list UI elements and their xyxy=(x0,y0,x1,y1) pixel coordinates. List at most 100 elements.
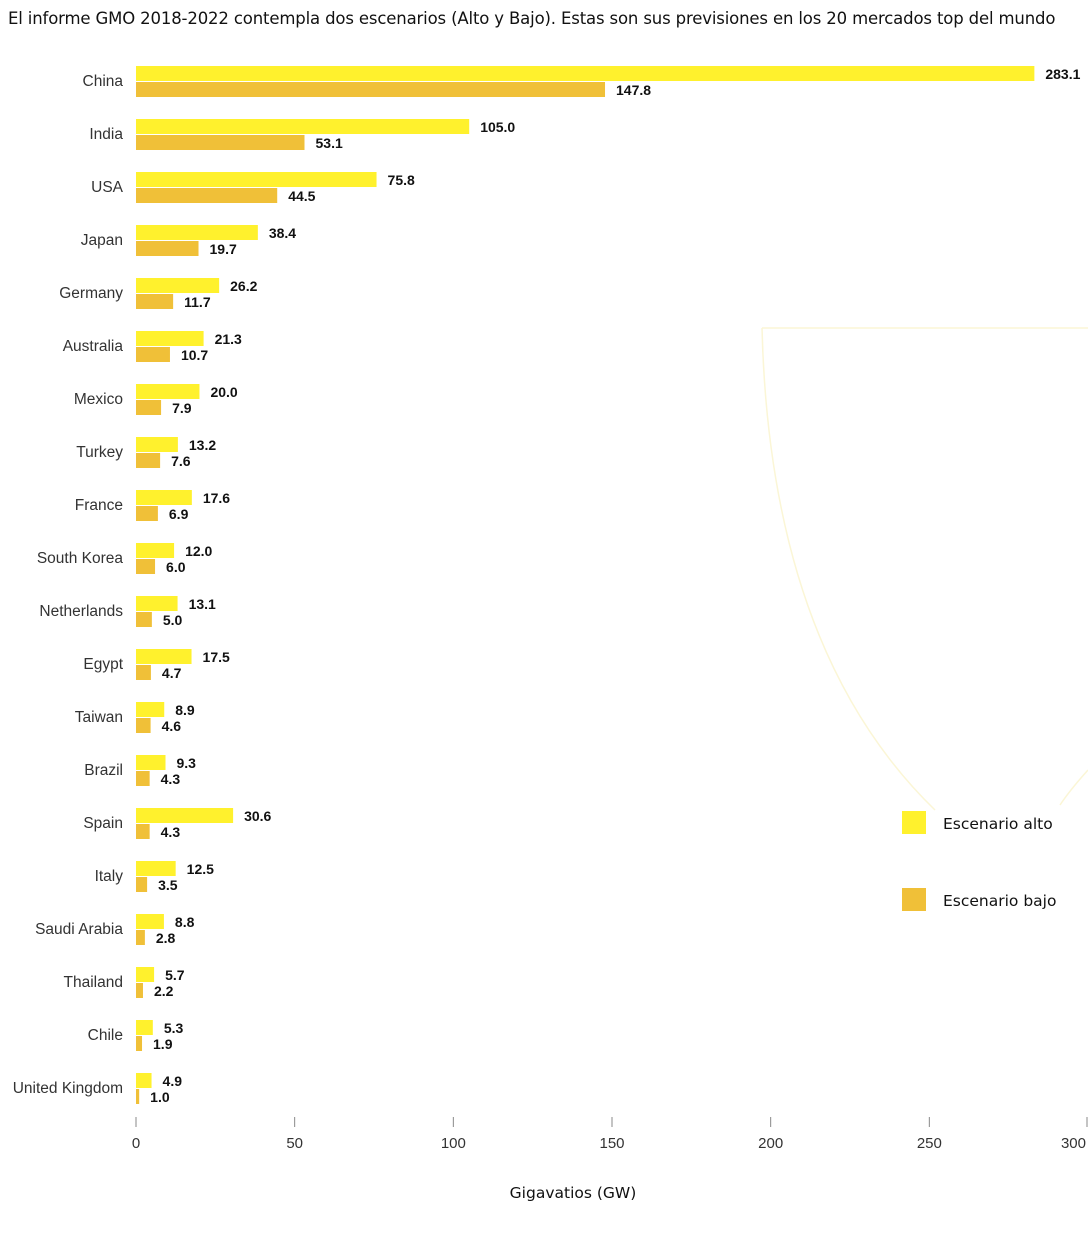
x-axis: 0 50 100 150 200 250 300 xyxy=(132,1117,1088,1152)
data-label: 75.8 xyxy=(388,172,415,188)
legend: Escenario alto Escenario bajo xyxy=(902,811,1056,911)
bar-escenario-bajo xyxy=(136,241,199,256)
x-tick-label: 0 xyxy=(132,1135,140,1152)
bar-escenario-alto xyxy=(136,861,176,876)
bar-escenario-bajo xyxy=(136,771,150,786)
data-label: 38.4 xyxy=(269,225,296,241)
bar-escenario-alto xyxy=(136,384,200,399)
bar-escenario-alto xyxy=(136,702,165,717)
category-label: Taiwan xyxy=(75,709,123,726)
bar-escenario-bajo xyxy=(136,400,162,415)
data-label: 1.9 xyxy=(153,1036,173,1052)
bar-escenario-bajo xyxy=(136,559,156,574)
category-label: Netherlands xyxy=(39,603,123,620)
bar-escenario-bajo xyxy=(136,347,170,362)
bar-escenario-bajo xyxy=(136,612,152,627)
data-label: 21.3 xyxy=(215,331,242,347)
bar-escenario-bajo xyxy=(136,188,278,203)
category-label: Brazil xyxy=(84,762,123,779)
bar-escenario-bajo xyxy=(136,135,305,150)
bar-escenario-alto xyxy=(136,967,155,982)
data-label: 283.1 xyxy=(1045,66,1080,82)
bars-layer: China 283.1 147.8 India 105.0 53.1 USA 75.8 44.5… xyxy=(13,66,1081,1105)
category-label: Egypt xyxy=(83,656,123,673)
x-tick-label: 50 xyxy=(286,1135,303,1152)
data-label: 10.7 xyxy=(181,347,208,363)
data-label: 8.9 xyxy=(175,702,195,718)
bar-escenario-bajo xyxy=(136,665,151,680)
data-label: 4.6 xyxy=(162,718,182,734)
bar-escenario-alto xyxy=(136,649,192,664)
data-label: 19.7 xyxy=(210,241,237,257)
data-label: 17.6 xyxy=(203,490,230,506)
bar-escenario-alto xyxy=(136,596,178,611)
category-label: China xyxy=(83,73,124,90)
bar-escenario-bajo xyxy=(136,1089,140,1104)
category-label: Thailand xyxy=(64,974,123,991)
category-label: Italy xyxy=(95,868,124,885)
data-label: 2.2 xyxy=(154,983,174,999)
data-label: 44.5 xyxy=(288,188,315,204)
data-label: 3.5 xyxy=(158,877,178,893)
bar-escenario-alto xyxy=(136,119,470,134)
category-label: Germany xyxy=(59,285,123,302)
data-label: 1.0 xyxy=(150,1089,170,1105)
bar-escenario-bajo xyxy=(136,1036,143,1051)
data-label: 4.3 xyxy=(161,771,181,787)
category-label: South Korea xyxy=(37,550,124,567)
category-label: Spain xyxy=(83,815,123,832)
bar-escenario-bajo xyxy=(136,453,161,468)
bar-escenario-bajo xyxy=(136,82,606,97)
category-label: Japan xyxy=(81,232,123,249)
category-label: Australia xyxy=(63,338,124,355)
chart-title: El informe GMO 2018-2022 contempla dos e… xyxy=(8,9,1056,28)
bar-escenario-alto xyxy=(136,543,175,558)
bar-escenario-alto xyxy=(136,755,166,770)
bar-escenario-bajo xyxy=(136,877,148,892)
category-label: United Kingdom xyxy=(13,1080,123,1097)
data-label: 8.8 xyxy=(175,914,195,930)
bar-escenario-alto xyxy=(136,172,377,187)
data-label: 2.8 xyxy=(156,930,176,946)
bar-escenario-alto xyxy=(136,1073,152,1088)
category-label: France xyxy=(75,497,123,514)
data-label: 13.1 xyxy=(189,596,216,612)
data-label: 20.0 xyxy=(210,384,237,400)
x-tick-label: 100 xyxy=(441,1135,466,1152)
data-label: 7.9 xyxy=(172,400,192,416)
bar-escenario-alto xyxy=(136,225,258,240)
bar-escenario-alto xyxy=(136,437,178,452)
x-tick-label: 300 xyxy=(1061,1135,1086,1152)
category-label: India xyxy=(89,126,123,143)
data-label: 147.8 xyxy=(616,82,651,98)
bar-escenario-alto xyxy=(136,808,234,823)
bar-escenario-bajo xyxy=(136,824,150,839)
data-label: 5.3 xyxy=(164,1020,184,1036)
bar-escenario-alto xyxy=(136,278,220,293)
data-label: 30.6 xyxy=(244,808,271,824)
legend-label: Escenario bajo xyxy=(943,892,1056,910)
category-label: Mexico xyxy=(74,391,123,408)
data-label: 53.1 xyxy=(316,135,343,151)
legend-swatch-alto xyxy=(902,811,926,834)
category-label: Saudi Arabia xyxy=(35,921,123,938)
legend-label: Escenario alto xyxy=(943,815,1053,833)
bar-escenario-bajo xyxy=(136,930,145,945)
data-label: 12.5 xyxy=(187,861,214,877)
data-label: 5.0 xyxy=(163,612,183,628)
data-label: 6.9 xyxy=(169,506,189,522)
category-label: Chile xyxy=(88,1027,123,1044)
data-label: 26.2 xyxy=(230,278,257,294)
data-label: 11.7 xyxy=(184,294,211,310)
bar-escenario-alto xyxy=(136,490,192,505)
bar-escenario-alto xyxy=(136,1020,153,1035)
legend-swatch-bajo xyxy=(902,888,926,911)
bar-escenario-bajo xyxy=(136,294,174,309)
data-label: 5.7 xyxy=(165,967,185,983)
x-axis-title: Gigavatios (GW) xyxy=(510,1184,637,1202)
category-label: Turkey xyxy=(76,444,123,461)
data-label: 13.2 xyxy=(189,437,216,453)
data-label: 9.3 xyxy=(177,755,197,771)
